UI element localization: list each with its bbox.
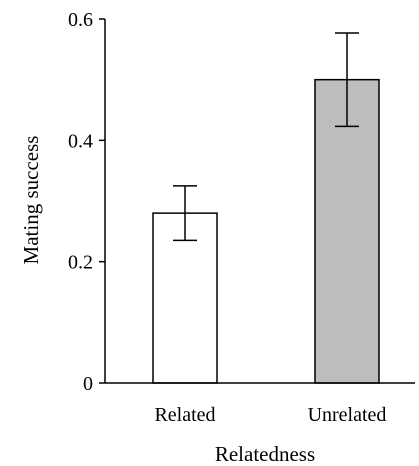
y-tick-label: 0: [83, 373, 93, 395]
error-bar-unrelated: [335, 32, 359, 128]
y-tick-label: 0.4: [68, 130, 93, 152]
x-tick-label-unrelated: Unrelated: [308, 404, 387, 426]
y-tick-label: 0.6: [68, 9, 93, 31]
error-bar-related: [173, 185, 197, 242]
bar-related: [152, 212, 218, 384]
plot-area: [152, 32, 380, 384]
y-axis-title: Mating success: [19, 136, 43, 265]
x-axis-title: Relatedness: [215, 442, 315, 466]
y-axis-ticks: 0 0.2 0.4 0.6: [68, 9, 105, 395]
y-tick-label: 0.2: [68, 252, 93, 274]
x-axis-ticks: Related Unrelated: [154, 404, 386, 426]
x-tick-label-related: Related: [154, 404, 215, 426]
